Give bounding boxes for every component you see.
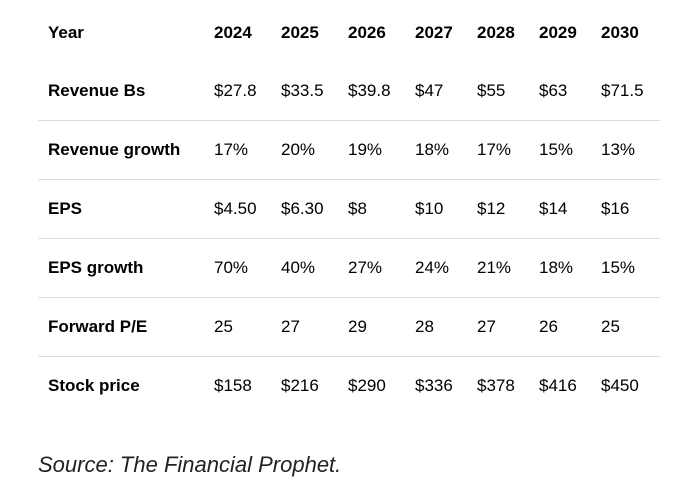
- table-cell: 26: [539, 297, 601, 357]
- table-cell: $39.8: [348, 62, 415, 121]
- header-year: 2030: [601, 23, 639, 42]
- table-cell: 17%: [214, 120, 281, 180]
- header-year: 2029: [539, 23, 577, 42]
- table-cell: $158: [214, 376, 252, 395]
- header-label: Year: [48, 23, 84, 42]
- header-year: 2024: [214, 23, 252, 42]
- table-cell: 27%: [348, 238, 415, 298]
- table-cell: 18%: [415, 120, 477, 180]
- table-cell: $55: [477, 62, 539, 121]
- row-label: Revenue Bs: [38, 62, 214, 121]
- table-row-eps: EPS $4.50 $6.30 $8 $10 $12 $14 $16: [38, 179, 660, 239]
- table-cell: 20%: [281, 120, 348, 180]
- row-label: EPS growth: [38, 238, 214, 298]
- table-row-revenue: Revenue Bs $27.8 $33.5 $39.8 $47 $55 $63…: [38, 62, 660, 121]
- table-cell: 13%: [601, 120, 660, 180]
- table-cell: $63: [539, 62, 601, 121]
- table-cell: $450: [601, 376, 639, 395]
- header-year: 2026: [348, 23, 386, 42]
- row-label: EPS: [38, 179, 214, 239]
- table-cell: $16: [601, 179, 660, 239]
- table-cell: 27: [477, 297, 539, 357]
- table-cell: 24%: [415, 238, 477, 298]
- table-cell: 70%: [214, 238, 281, 298]
- table-row-stock-price: Stock price $158 $216 $290 $336 $378 $41…: [38, 357, 660, 416]
- table-cell: $4.50: [214, 179, 281, 239]
- table-cell: 15%: [539, 120, 601, 180]
- table-cell: 17%: [477, 120, 539, 180]
- table-cell: 27: [281, 297, 348, 357]
- row-label: Stock price: [48, 376, 140, 395]
- table-cell: $378: [477, 376, 515, 395]
- table-cell: 28: [415, 297, 477, 357]
- table-cell: $47: [415, 62, 477, 121]
- table-cell: 25: [601, 297, 660, 357]
- table-cell: 29: [348, 297, 415, 357]
- table-cell: $216: [281, 376, 319, 395]
- table-cell: 18%: [539, 238, 601, 298]
- table-header-row: Year 2024 2025 2026 2027 2028 2029 2030: [38, 4, 660, 62]
- source-caption: Source: The Financial Prophet.: [38, 452, 342, 477]
- table-cell: $27.8: [214, 62, 281, 121]
- table-cell: $336: [415, 376, 453, 395]
- table-cell: $290: [348, 376, 386, 395]
- table-cell: 15%: [601, 238, 660, 298]
- table-row-forward-pe: Forward P/E 25 27 29 28 27 26 25: [38, 297, 660, 357]
- table-cell: $10: [415, 179, 477, 239]
- row-label: Forward P/E: [38, 297, 214, 357]
- table-cell: $71.5: [601, 62, 660, 121]
- table-cell: 25: [214, 297, 281, 357]
- financial-projections-table: Year 2024 2025 2026 2027 2028 2029 2030 …: [38, 4, 660, 415]
- table-cell: 19%: [348, 120, 415, 180]
- header-year: 2025: [281, 23, 319, 42]
- table-cell: $12: [477, 179, 539, 239]
- table-cell: $33.5: [281, 62, 348, 121]
- header-year: 2027: [415, 23, 453, 42]
- header-year: 2028: [477, 23, 515, 42]
- table-row-eps-growth: EPS growth 70% 40% 27% 24% 21% 18% 15%: [38, 238, 660, 298]
- table-cell: $8: [348, 179, 415, 239]
- table-cell: $416: [539, 376, 577, 395]
- table-cell: $6.30: [281, 179, 348, 239]
- table-row-revenue-growth: Revenue growth 17% 20% 19% 18% 17% 15% 1…: [38, 120, 660, 180]
- table-cell: 40%: [281, 238, 348, 298]
- table-cell: 21%: [477, 238, 539, 298]
- row-label: Revenue growth: [38, 120, 214, 180]
- table-cell: $14: [539, 179, 601, 239]
